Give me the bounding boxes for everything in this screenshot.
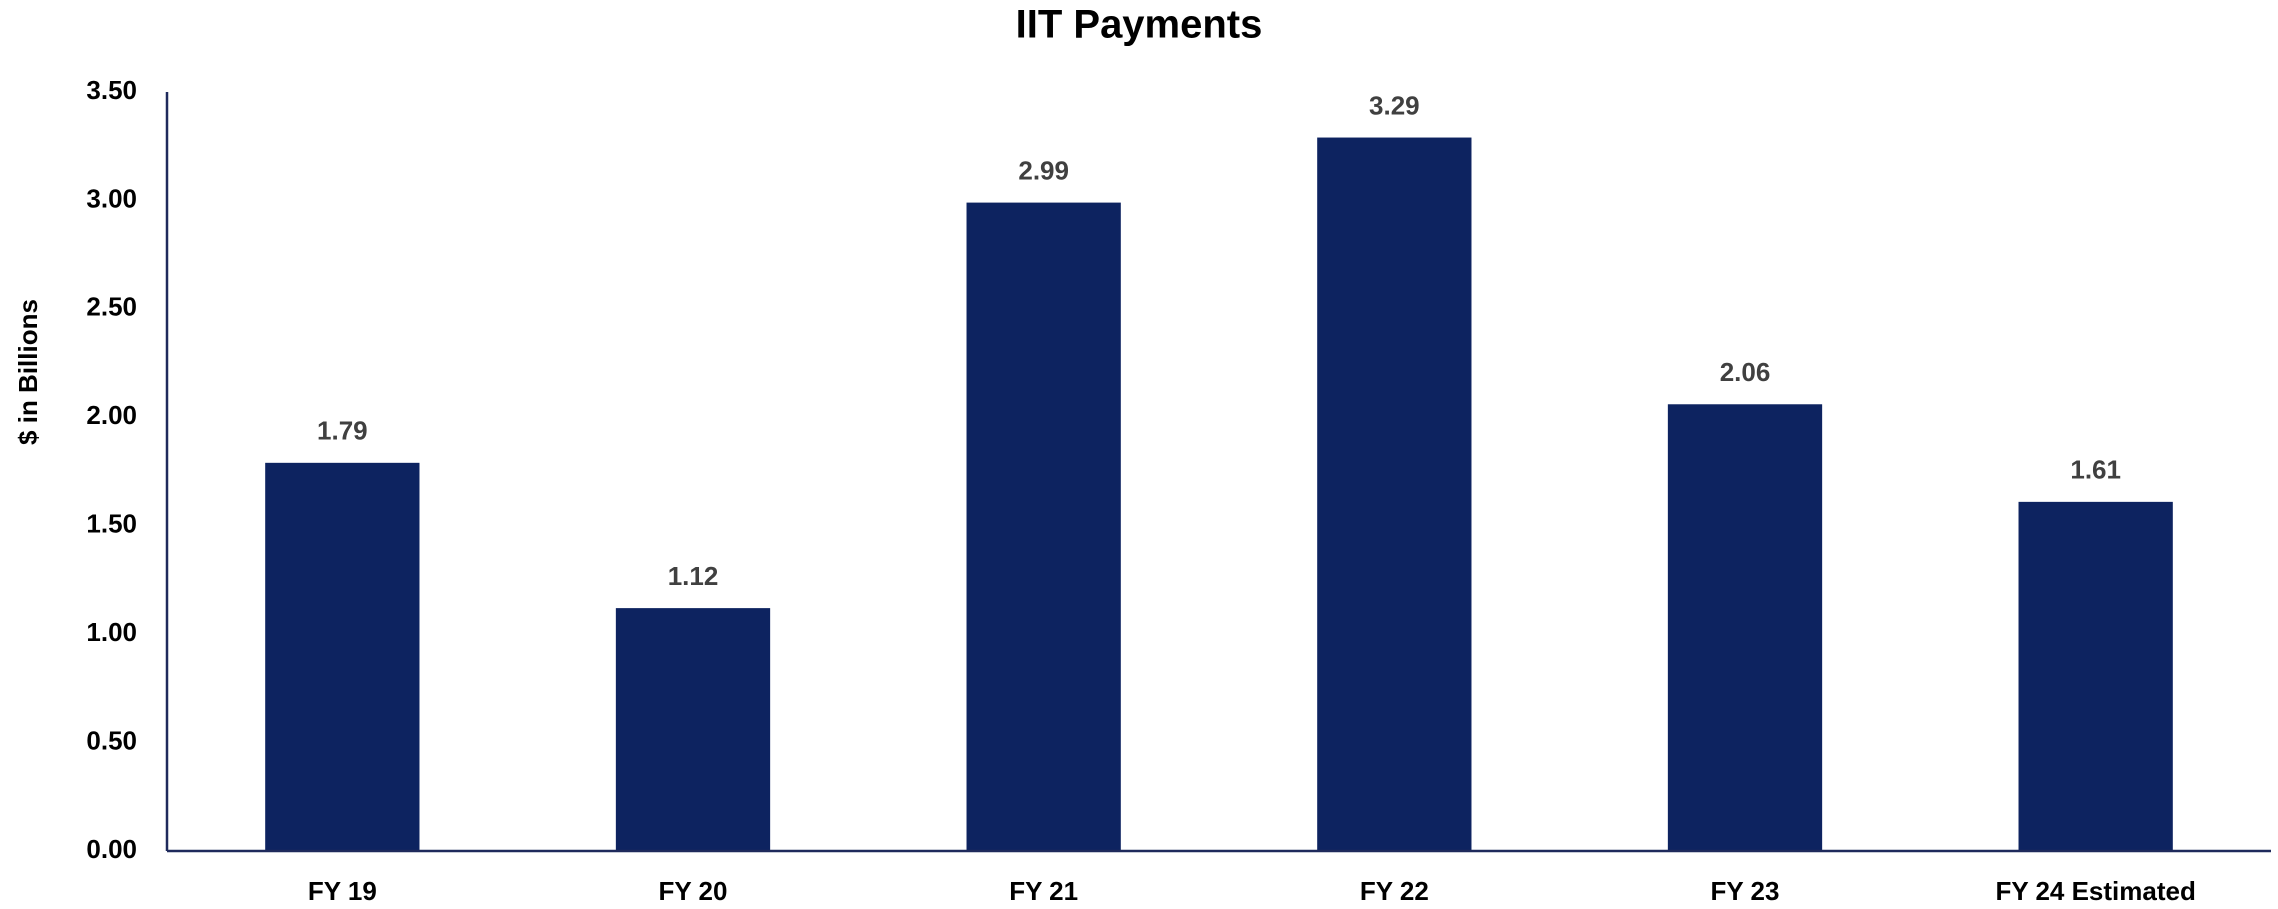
- data-label: 2.99: [1018, 155, 1069, 185]
- y-tick-label: 0.50: [86, 725, 137, 755]
- y-tick-label: 1.00: [86, 617, 137, 647]
- y-axis-label: $ in Billions: [13, 299, 43, 445]
- data-label: 1.12: [668, 561, 719, 591]
- bar: [2018, 501, 2173, 851]
- x-tick-label: FY 22: [1360, 876, 1429, 906]
- y-tick-label: 2.50: [86, 292, 137, 322]
- x-tick-label: FY 21: [1009, 876, 1078, 906]
- x-tick-label: FY 19: [308, 876, 377, 906]
- data-label: 1.61: [2070, 455, 2121, 485]
- bar: [615, 608, 771, 851]
- data-label: 3.29: [1369, 90, 1420, 120]
- bar: [265, 462, 420, 851]
- y-tick-label: 3.00: [86, 183, 137, 213]
- bar: [1667, 404, 1823, 851]
- y-tick-label: 1.50: [86, 509, 137, 539]
- y-tick-label: 3.50: [86, 75, 137, 105]
- data-label: 1.79: [317, 416, 368, 446]
- x-tick-label: FY 24 Estimated: [1995, 876, 2195, 906]
- y-tick-label: 0.00: [86, 834, 137, 864]
- chart-title: IIT Payments: [1016, 3, 1263, 47]
- x-tick-label: FY 20: [659, 876, 728, 906]
- x-tick-label: FY 23: [1711, 876, 1780, 906]
- bar: [966, 202, 1121, 851]
- data-label: 2.06: [1720, 357, 1771, 387]
- bar: [1317, 137, 1472, 852]
- y-tick-label: 2.00: [86, 400, 137, 430]
